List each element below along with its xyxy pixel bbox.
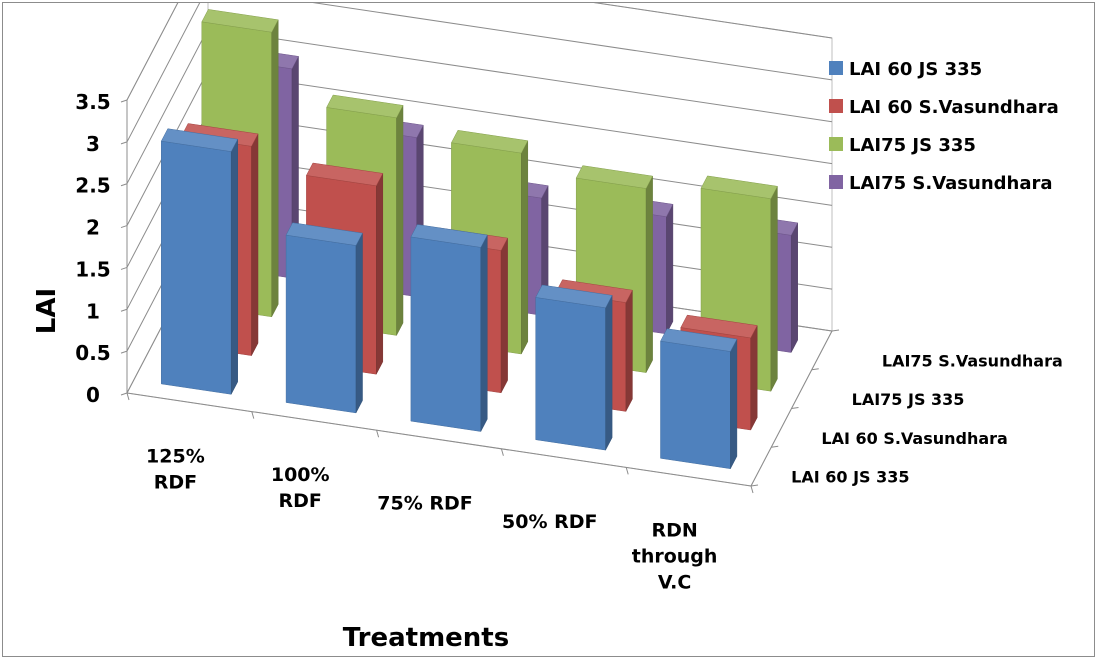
x-tick-label: 50% RDF	[502, 511, 597, 533]
x-tick-label: RDF	[154, 471, 197, 493]
legend-item: LAI75 S.Vasundhara	[829, 173, 1053, 194]
bar	[535, 284, 613, 451]
bar	[160, 128, 239, 395]
legend-swatch	[829, 137, 843, 151]
legend-swatch	[829, 61, 843, 75]
y-tick-label: 1	[86, 299, 100, 323]
lai-3d-column-chart: 0 0.5 1 1.5 2 2.5 3 3.5 125% RDF 100% RDF 75% RDF 50%…	[32, 3, 1063, 653]
gridline	[126, 3, 833, 143]
legend-label: LAI75 JS 335	[849, 135, 976, 156]
x-tick	[500, 448, 504, 456]
depth-tick	[811, 368, 819, 371]
x-tick-label: V.C	[658, 572, 691, 594]
depth-tick-label: LAI75 JS 335	[852, 390, 965, 409]
y-tick-label: 1.5	[75, 257, 110, 281]
bar	[410, 224, 488, 432]
y-tick	[120, 308, 128, 312]
y-tick-label: 2	[86, 216, 100, 240]
x-tick-label: RDN	[651, 520, 697, 542]
y-tick	[120, 99, 128, 103]
y-tick-label: 0.5	[75, 341, 110, 365]
depth-tick	[771, 445, 779, 448]
x-tick	[126, 392, 130, 401]
legend-item: LAI 60 JS 335	[829, 59, 982, 80]
y-tick-label: 0	[86, 383, 100, 407]
y-tick-label: 3	[86, 132, 100, 156]
legend-item: LAI 60 S.Vasundhara	[829, 97, 1059, 118]
legend-label: LAI 60 S.Vasundhara	[849, 97, 1059, 118]
x-tick-label: 75% RDF	[377, 493, 472, 515]
legend-label: LAI 60 JS 335	[849, 59, 982, 80]
y-tick	[120, 225, 128, 229]
x-tick-label: through	[632, 546, 718, 568]
depth-tick-label: LAI 60 JS 335	[791, 468, 909, 487]
x-tick	[251, 411, 255, 419]
depth-tick	[831, 329, 840, 332]
chart-axes: 0 0.5 1 1.5 2 2.5 3 3.5 125% RDF 100% RDF 75% RDF 50%…	[75, 90, 1063, 594]
legend-item: LAI75 JS 335	[829, 135, 976, 156]
x-tick	[750, 485, 754, 494]
y-tick	[120, 266, 128, 270]
y-tick	[120, 141, 128, 145]
bar	[285, 222, 363, 414]
depth-tick	[791, 407, 799, 409]
y-axis-title: LAI	[32, 288, 62, 334]
depth-tick-label: LAI75 S.Vasundhara	[882, 351, 1063, 370]
x-tick	[376, 430, 380, 438]
x-axis-line	[126, 392, 752, 487]
legend-swatch	[829, 99, 843, 113]
y-tick-label: 2.5	[75, 174, 110, 198]
gridline	[126, 3, 833, 101]
legend: LAI 60 JS 335 LAI 60 S.Vasundhara LAI75 JS…	[829, 59, 1059, 194]
bar	[660, 328, 738, 469]
x-tick	[625, 467, 629, 475]
legend-swatch	[829, 175, 843, 189]
legend-label: LAI75 S.Vasundhara	[849, 173, 1053, 194]
y-tick	[120, 350, 128, 354]
y-tick	[120, 392, 128, 396]
x-tick-label: RDF	[279, 490, 322, 512]
y-tick	[120, 183, 128, 187]
chart-bars	[160, 9, 799, 469]
x-tick-label: 125%	[146, 445, 205, 467]
x-tick-label: 100%	[271, 464, 330, 486]
y-tick-label: 3.5	[75, 90, 110, 114]
depth-tick-label: LAI 60 S.Vasundhara	[821, 429, 1007, 448]
x-axis-title: Treatments	[343, 623, 509, 653]
depth-tick	[750, 484, 759, 487]
